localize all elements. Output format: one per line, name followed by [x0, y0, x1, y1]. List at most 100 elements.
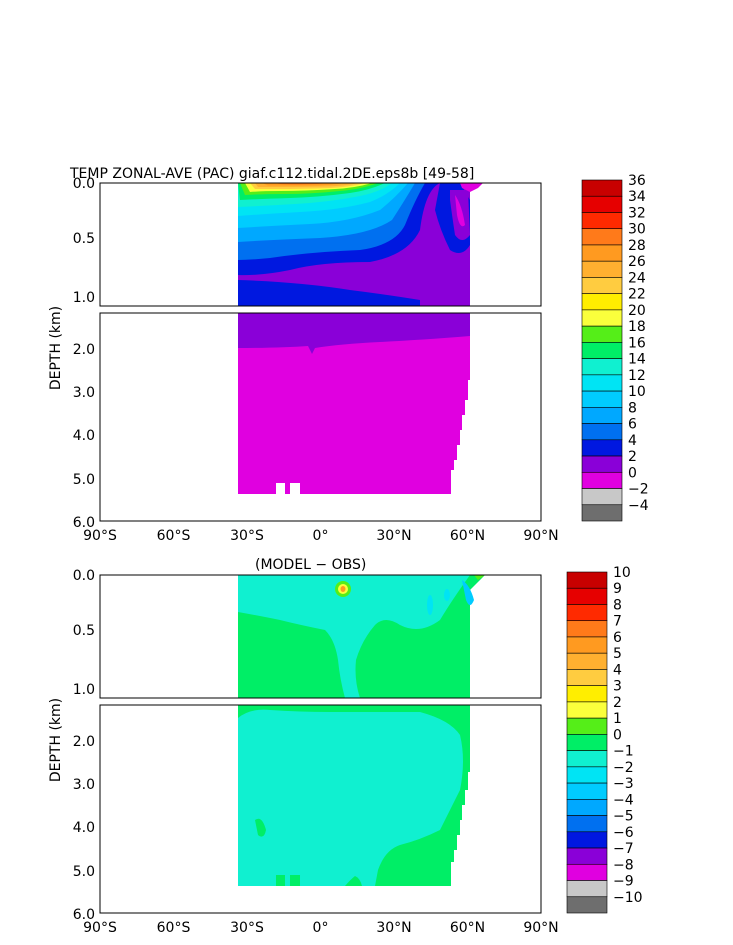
colorbar-swatch [581, 374, 623, 392]
colorbar-swatch [581, 407, 623, 424]
panel-1-lower-field [99, 312, 542, 522]
colorbar-swatch [581, 195, 623, 213]
panel-2-lower-field [99, 704, 542, 914]
colorbar-swatch [581, 439, 623, 457]
contour-fill [299, 635, 335, 693]
colorbar-label: −6 [613, 825, 634, 841]
y-tick-label: 0.0 [73, 568, 95, 584]
y-tick-label: 1.0 [73, 682, 95, 698]
colorbar-swatch [581, 228, 623, 246]
colorbar-swatch [581, 212, 623, 230]
colorbar-swatch [566, 847, 608, 865]
colorbar-swatch [581, 309, 623, 327]
colorbar-label: −7 [613, 841, 634, 857]
colorbar-label: 30 [628, 222, 646, 238]
colorbar-label: −1 [613, 744, 634, 760]
y-tick-label: 2.0 [73, 734, 95, 750]
colorbar-label: −9 [613, 874, 634, 890]
y-tick-label: 0.0 [73, 176, 95, 192]
colorbar-swatch [566, 880, 608, 898]
y-tick-label: 3.0 [73, 385, 95, 401]
colorbar-swatch [581, 342, 623, 359]
colorbar-swatch [581, 179, 623, 197]
colorbar-label: 4 [628, 433, 637, 449]
y-tick-label: 5.0 [73, 864, 95, 880]
colorbar-label: 4 [613, 662, 622, 678]
colorbar-label: −2 [613, 760, 634, 776]
colorbar-label: 9 [613, 581, 622, 597]
colorbar-swatch [566, 750, 608, 768]
colorbar-label: 8 [613, 597, 622, 613]
colorbar-label: 3 [613, 679, 622, 695]
colorbar-swatch [566, 831, 608, 849]
colorbar-swatch [581, 293, 623, 311]
contour-fill [238, 313, 470, 354]
colorbar-label: −2 [628, 482, 649, 498]
colorbar-label: 28 [628, 238, 646, 254]
panel-1-upper-frame [99, 182, 542, 307]
colorbar-swatch [566, 766, 608, 784]
y-tick-label: 3.0 [73, 777, 95, 793]
colorbar-label: 0 [628, 465, 637, 481]
colorbar-label: 12 [628, 368, 646, 384]
colorbar-swatch [566, 782, 608, 800]
colorbar-swatch [581, 325, 623, 343]
y-axis-label: DEPTH (km) [48, 306, 64, 390]
panel-1-lower-frame [99, 312, 542, 522]
contour-fill [340, 586, 346, 592]
colorbar-swatch [566, 652, 608, 670]
contour-fill [238, 280, 420, 306]
y-tick-label: 5.0 [73, 472, 95, 488]
colorbar-label: −8 [613, 857, 634, 873]
colorbar-label: 16 [628, 335, 646, 351]
y-tick-label: 6.0 [73, 515, 95, 531]
x-tick-label: 30°S [230, 528, 264, 544]
colorbar-label: 24 [628, 270, 646, 286]
panel-temperature: TEMP ZONAL-AVE (PAC) giaf.c112.tidal.2DE… [48, 166, 649, 544]
colorbar-swatch [581, 471, 623, 489]
contour-fill [444, 589, 450, 601]
panel-2-x-axis: 90°S 60°S 30°S 0° 30°N 60°N 90°N [83, 920, 559, 936]
colorbar-label: −4 [613, 792, 634, 808]
x-tick-label: 60°N [450, 528, 485, 544]
x-tick-label: 30°N [376, 920, 411, 936]
y-tick-label: 6.0 [73, 907, 95, 923]
colorbar-swatch [566, 636, 608, 654]
panel-1-y-axis: 0.0 0.5 1.0 2.0 3.0 4.0 5.0 6.0 DEPTH (k… [48, 176, 95, 531]
colorbar-swatch [581, 423, 623, 441]
contour-fill [238, 575, 470, 698]
colorbar-swatch [566, 863, 608, 881]
panel-1-title: TEMP ZONAL-AVE (PAC) giaf.c112.tidal.2DE… [69, 166, 474, 182]
x-tick-label: 60°N [450, 920, 485, 936]
colorbar-swatch [566, 896, 608, 914]
colorbar-label: 6 [613, 630, 622, 646]
colorbar-label: 2 [628, 449, 637, 465]
y-axis-label: DEPTH (km) [48, 698, 64, 782]
colorbar-label: 0 [613, 727, 622, 743]
colorbar-swatch [566, 685, 608, 703]
colorbar-label: 2 [613, 695, 622, 711]
colorbar-label: 7 [613, 614, 622, 630]
contour-fill [474, 575, 485, 580]
colorbar-label: 26 [628, 254, 646, 270]
contour-fill [238, 313, 470, 494]
x-tick-label: 60°S [157, 920, 191, 936]
x-tick-label: 90°S [83, 528, 117, 544]
colorbar-swatch [581, 455, 623, 473]
x-tick-label: 30°N [376, 528, 411, 544]
panel-2-title: (MODEL − OBS) [255, 557, 366, 573]
colorbar-swatch [566, 701, 608, 719]
colorbar-label: 18 [628, 319, 646, 335]
x-tick-label: 60°S [157, 528, 191, 544]
y-tick-label: 2.0 [73, 342, 95, 358]
colorbar-label: 34 [628, 189, 646, 205]
colorbar-swatch [566, 604, 608, 622]
panel-difference: (MODEL − OBS) [48, 557, 643, 936]
colorbar-swatch [566, 799, 608, 816]
y-tick-label: 0.5 [73, 231, 95, 247]
panel-2-upper-field [99, 574, 542, 699]
colorbar-swatch [566, 587, 608, 605]
contour-fill [460, 183, 483, 192]
